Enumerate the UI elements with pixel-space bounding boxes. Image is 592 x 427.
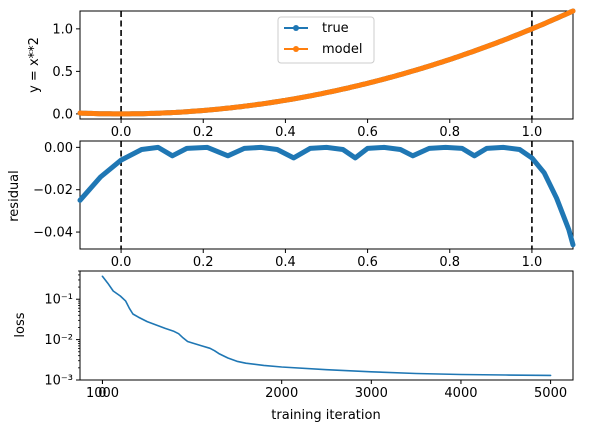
xtick-label-1-3: 0.6 [357, 255, 378, 270]
ytick-label-0-2: 1.0 [52, 22, 73, 37]
xtick-label-1-1: 0.2 [193, 255, 214, 270]
xtick-label-1-0: 0.0 [111, 255, 132, 270]
panel-top: 0.0 0.2 0.4 0.6 0.8 1.0 0.0 0.5 1.0 y = x**2 tru… [27, 8, 576, 140]
xtick-label-2-4: 4000 [444, 386, 477, 401]
legend-label-model: model [322, 42, 362, 57]
ytick-label-0-0: 0.0 [52, 107, 73, 122]
ytick-label-1-1: −0.02 [33, 183, 73, 198]
plot-frame-bottom [79, 270, 574, 381]
xtick-label-1-4: 0.8 [439, 255, 460, 270]
ytick-label-1-2: −0.04 [33, 226, 73, 241]
xtick-label-0-5: 1.0 [522, 125, 543, 140]
xtick-label-1-2: 0.4 [275, 255, 296, 270]
ytick-label-1-0: 0.00 [44, 141, 73, 156]
xtick-label-2-5: 5000 [534, 386, 567, 401]
plot-frame-top [79, 10, 574, 120]
xtick-label-2-3: 3000 [355, 386, 388, 401]
series-line-1-0 [77, 144, 576, 248]
ylabel-bottom: loss [13, 312, 28, 337]
xtick-label-2-1: 1000 [86, 386, 119, 401]
ytick-label-0-1: 0.5 [52, 65, 73, 80]
legend-marker-model [293, 46, 299, 52]
xtick-label-0-0: 0.0 [111, 125, 132, 140]
legend-marker-true [293, 25, 299, 31]
xtick-label-2-2: 2000 [265, 386, 298, 401]
ytick-label-2-0: 10⁻³ [44, 374, 73, 389]
xtick-label-0-3: 0.6 [357, 125, 378, 140]
plot-frame-middle [79, 140, 574, 250]
xlabel-bottom: training iteration [271, 408, 380, 423]
xtick-label-2-0: 0 [98, 386, 106, 401]
series-line-2-0 [101, 275, 552, 377]
ylabel-top: y = x**2 [27, 37, 42, 93]
panel-middle: 0.0 0.2 0.4 0.6 0.8 1.0 0.00 −0.02 −0.04 residua… [7, 140, 576, 270]
xtick-label-0-2: 0.4 [275, 125, 296, 140]
xtick-label-0-1: 0.2 [193, 125, 214, 140]
xtick-label-1-5: 1.0 [522, 255, 543, 270]
series-line-0-1 [77, 8, 576, 117]
legend-label-true: true [322, 21, 349, 36]
legend: true model [277, 16, 375, 64]
ytick-label-2-1: 10⁻² [44, 333, 73, 348]
ytick-label-2-2: 10⁻¹ [44, 293, 73, 308]
xtick-label-0-4: 0.8 [439, 125, 460, 140]
ylabel-middle: residual [7, 170, 22, 222]
